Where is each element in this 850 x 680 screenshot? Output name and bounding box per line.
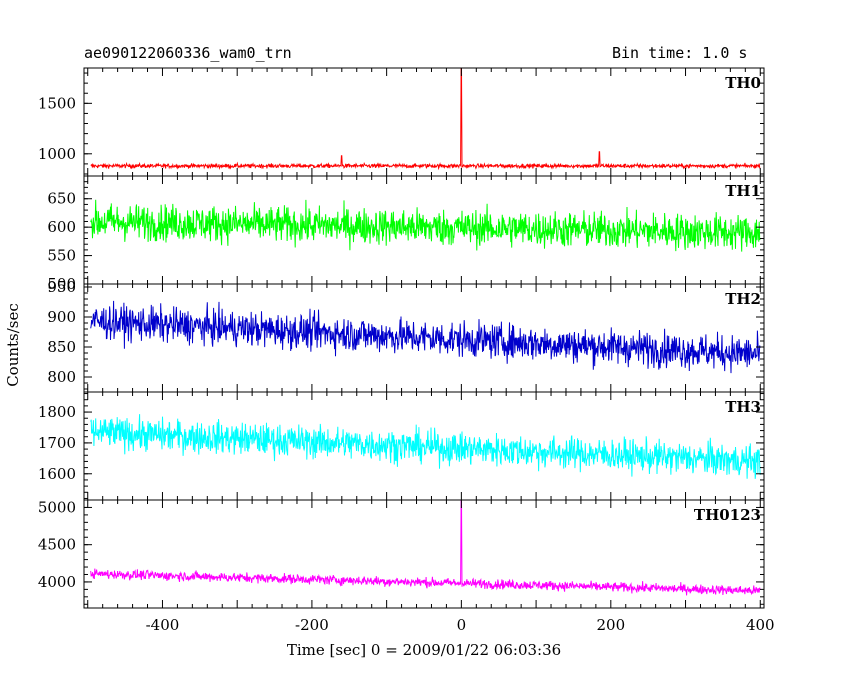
y-tick-label: 850	[47, 338, 76, 356]
panel-th3: 1600 1700 1800 TH3	[38, 391, 765, 501]
y-axis-label: Counts/sec	[4, 303, 22, 387]
x-axis-label: Time [sec] 0 = 2009/01/22 06:03:36	[287, 641, 561, 659]
series-line-th3	[90, 414, 761, 479]
panel-label: TH0123	[694, 506, 761, 524]
panel-th0123: 4000 4500 5000 TH0123	[38, 498, 765, 609]
series-line-th1	[90, 199, 761, 252]
y-tick-label: 5000	[38, 498, 76, 516]
x-tick-label: 200	[596, 616, 625, 634]
y-tick-label: 650	[47, 190, 76, 208]
y-tick-label: 1500	[38, 94, 76, 112]
x-axis: -400 -200 0 200 400	[146, 616, 775, 634]
panel-label: TH2	[725, 290, 761, 308]
y-tick-label: 600	[47, 218, 76, 236]
y-tick-label: 950	[47, 278, 76, 296]
x-tick-label: 0	[457, 616, 467, 634]
series-line-th2	[90, 300, 761, 374]
y-tick-label: 550	[47, 247, 76, 265]
y-tick-label: 900	[47, 308, 76, 326]
y-tick-label: 500	[47, 275, 76, 293]
y-tick-label: 1600	[38, 465, 76, 483]
panel-frame	[83, 67, 765, 177]
y-tick-label: 1800	[38, 403, 76, 421]
panel-label: TH1	[725, 182, 761, 200]
y-tick-label: 800	[47, 368, 76, 386]
x-tick-label: 400	[746, 616, 775, 634]
panel-th0: 1000 1500 TH0	[38, 67, 765, 177]
x-tick-label: -200	[295, 616, 329, 634]
panel-th2: 800 850 900 950 TH2	[47, 278, 765, 393]
chart-title: ae090122060336_wam0_trn	[84, 44, 292, 62]
bin-time-label: Bin time: 1.0 s	[612, 44, 748, 62]
panels-group: 1000 1500 TH0 500 550 600 650 TH1 800 850 900 950 TH…	[38, 67, 765, 609]
series-line-th0123	[90, 500, 761, 596]
panel-label: TH3	[725, 398, 761, 416]
y-tick-label: 4500	[38, 536, 76, 554]
panel-th1: 500 550 600 650 TH1	[47, 175, 765, 293]
panel-label: TH0	[725, 74, 761, 92]
y-tick-label: 1700	[38, 434, 76, 452]
x-tick-label: -400	[146, 616, 180, 634]
y-tick-label: 4000	[38, 573, 76, 591]
y-tick-label: 1000	[38, 145, 76, 163]
panel-frame	[83, 499, 765, 609]
series-line-th0	[90, 68, 761, 171]
